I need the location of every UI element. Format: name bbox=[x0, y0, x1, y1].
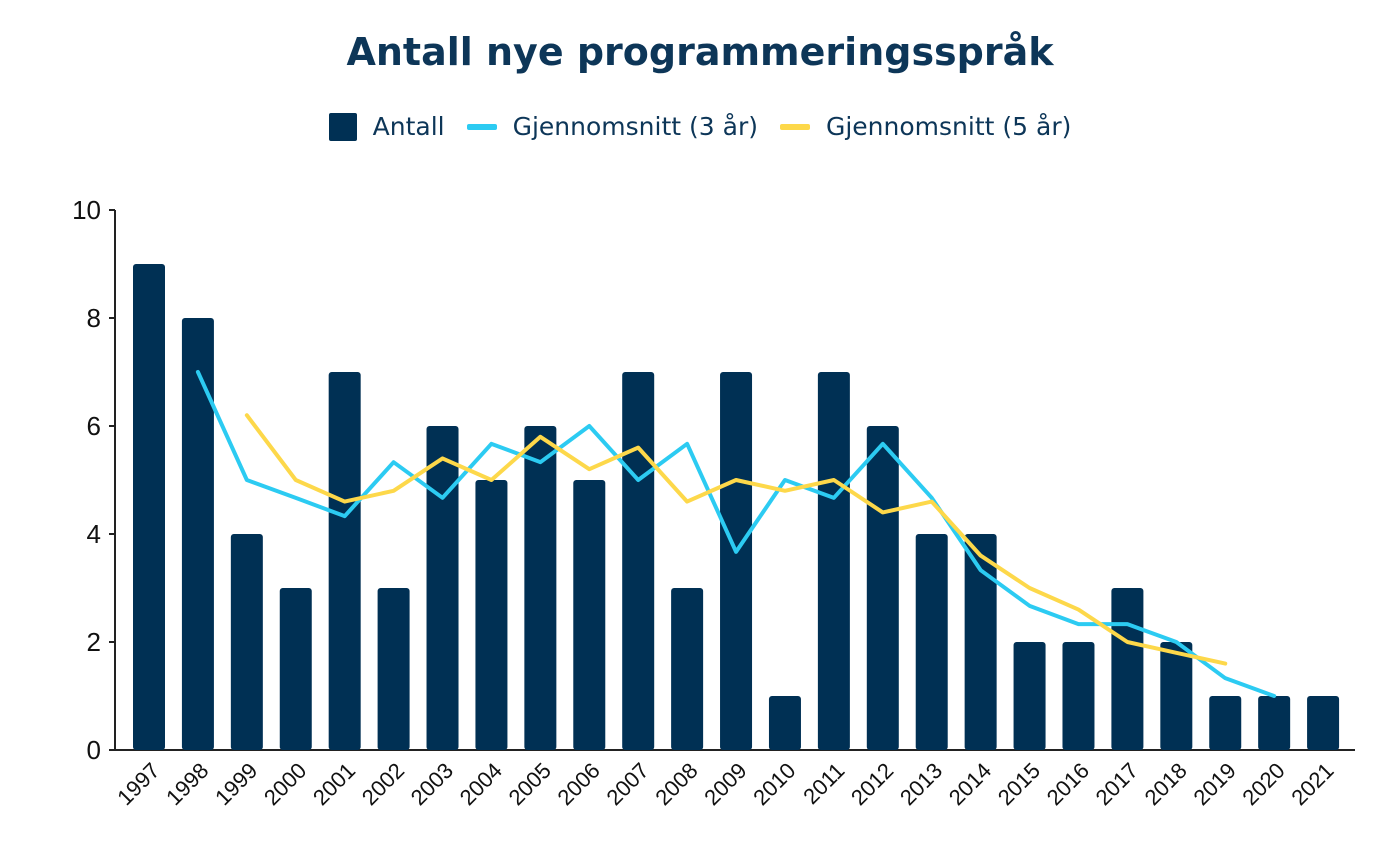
x-tick-label: 2009 bbox=[699, 758, 751, 810]
y-tick-label: 4 bbox=[87, 519, 101, 549]
x-tick-label: 2000 bbox=[259, 758, 311, 810]
x-tick-label: 2011 bbox=[798, 758, 849, 809]
legend-swatch-bar bbox=[328, 112, 357, 141]
y-tick-label: 0 bbox=[87, 735, 101, 765]
x-tick-label: 2017 bbox=[1091, 758, 1143, 810]
x-tick-label: 2021 bbox=[1286, 758, 1338, 810]
bar-2004 bbox=[475, 480, 508, 750]
bar-1998 bbox=[181, 318, 214, 750]
x-tick-label: 1998 bbox=[161, 758, 213, 810]
legend-label: Gjennomsnitt (5 år) bbox=[825, 112, 1072, 141]
bar-2020 bbox=[1258, 696, 1291, 750]
bar-1997 bbox=[133, 264, 165, 750]
x-tick-label: 2020 bbox=[1237, 758, 1289, 810]
y-tick-label: 2 bbox=[87, 627, 101, 657]
bar-2010 bbox=[768, 696, 801, 750]
legend-swatch-line bbox=[466, 123, 497, 130]
x-tick-label: 2003 bbox=[406, 758, 458, 810]
bar-2014 bbox=[964, 534, 997, 750]
x-tick-label: 2014 bbox=[944, 758, 996, 810]
bar-2019 bbox=[1209, 696, 1242, 750]
bar-2005 bbox=[524, 426, 557, 750]
legend: Antall Gjennomsnitt (3 år) Gjennomsnitt … bbox=[0, 112, 1400, 141]
bar-2007 bbox=[622, 372, 655, 750]
x-tick-label: 2010 bbox=[748, 758, 800, 810]
chart-title: Antall nye programmeringsspråk bbox=[346, 30, 1054, 74]
bar-1999 bbox=[230, 534, 263, 750]
bar-2021 bbox=[1307, 696, 1340, 750]
x-tick-label: 2004 bbox=[455, 758, 507, 810]
x-tick-label: 2019 bbox=[1188, 758, 1240, 810]
bar-2003 bbox=[426, 426, 459, 750]
x-tick-label: 2007 bbox=[601, 758, 653, 810]
legend-label: Antall bbox=[372, 112, 445, 141]
x-tick-label: 2013 bbox=[895, 758, 947, 810]
x-tick-label: 2015 bbox=[993, 758, 1045, 810]
bar-2002 bbox=[377, 588, 410, 750]
bar-2015 bbox=[1013, 642, 1046, 750]
bar-2008 bbox=[671, 588, 704, 750]
bar-2011 bbox=[817, 372, 850, 750]
legend-item-antall: Antall bbox=[328, 112, 445, 141]
x-tick-label: 1997 bbox=[112, 758, 164, 810]
bar-2001 bbox=[328, 372, 361, 750]
legend-swatch-line bbox=[779, 123, 810, 130]
bar-2012 bbox=[866, 426, 899, 750]
bar-2018 bbox=[1160, 642, 1193, 750]
x-tick-label: 2006 bbox=[553, 758, 605, 810]
y-tick-label: 8 bbox=[87, 303, 101, 333]
x-tick-label: 2008 bbox=[650, 758, 702, 810]
bar-2000 bbox=[279, 588, 312, 750]
bar-2016 bbox=[1062, 642, 1095, 750]
legend-item-avg3: Gjennomsnitt (3 år) bbox=[466, 112, 758, 141]
x-tick-label: 1999 bbox=[210, 758, 262, 810]
bar-2006 bbox=[573, 480, 606, 750]
x-tick-label: 2005 bbox=[504, 758, 556, 810]
bar-2009 bbox=[720, 372, 753, 750]
bar-2017 bbox=[1111, 588, 1144, 750]
x-tick-label: 2002 bbox=[357, 758, 409, 810]
x-tick-label: 2001 bbox=[308, 758, 360, 810]
legend-label: Gjennomsnitt (3 år) bbox=[512, 112, 758, 141]
x-tick-label: 2016 bbox=[1042, 758, 1094, 810]
y-tick-label: 6 bbox=[87, 411, 101, 441]
x-tick-label: 2018 bbox=[1140, 758, 1192, 810]
y-tick-label: 10 bbox=[72, 195, 101, 225]
bar-2013 bbox=[915, 534, 948, 750]
legend-item-avg5: Gjennomsnitt (5 år) bbox=[779, 112, 1072, 141]
x-tick-label: 2012 bbox=[846, 758, 898, 810]
